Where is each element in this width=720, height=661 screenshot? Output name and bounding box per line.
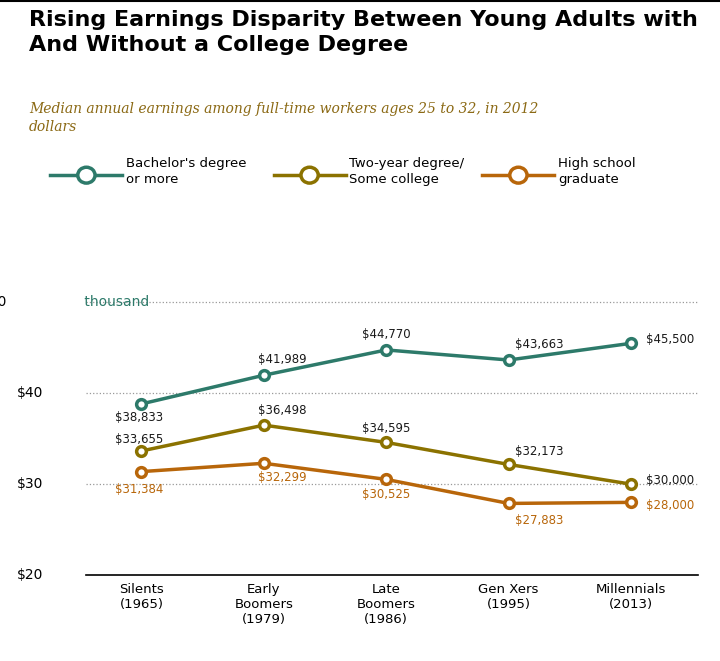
Text: $41,989: $41,989	[258, 353, 307, 366]
Text: High school
graduate: High school graduate	[558, 157, 636, 186]
Text: $28,000: $28,000	[646, 500, 694, 512]
Text: $30: $30	[17, 477, 43, 491]
Text: $45,500: $45,500	[646, 333, 694, 346]
Text: $20: $20	[17, 568, 43, 582]
Text: $31,384: $31,384	[114, 483, 163, 496]
Text: $30,000: $30,000	[646, 474, 694, 487]
Text: $30,525: $30,525	[362, 488, 410, 502]
Text: Bachelor's degree
or more: Bachelor's degree or more	[126, 157, 246, 186]
Text: $34,595: $34,595	[362, 422, 410, 435]
Text: $32,299: $32,299	[258, 471, 307, 485]
Text: $27,883: $27,883	[515, 514, 563, 527]
Text: $36,498: $36,498	[258, 404, 306, 417]
Text: $40: $40	[17, 386, 43, 401]
Text: Two-year degree/
Some college: Two-year degree/ Some college	[349, 157, 464, 186]
Text: thousand: thousand	[80, 295, 150, 309]
Text: $33,655: $33,655	[114, 434, 163, 446]
Text: $38,833: $38,833	[114, 411, 163, 424]
Text: $32,173: $32,173	[515, 445, 563, 458]
Text: Median annual earnings among full-time workers ages 25 to 32, in 2012
dollars: Median annual earnings among full-time w…	[29, 102, 538, 134]
Text: Rising Earnings Disparity Between Young Adults with
And Without a College Degree: Rising Earnings Disparity Between Young …	[29, 10, 698, 55]
Text: $44,770: $44,770	[362, 328, 410, 341]
Text: $43,663: $43,663	[515, 338, 563, 351]
Text: $50: $50	[0, 295, 6, 309]
